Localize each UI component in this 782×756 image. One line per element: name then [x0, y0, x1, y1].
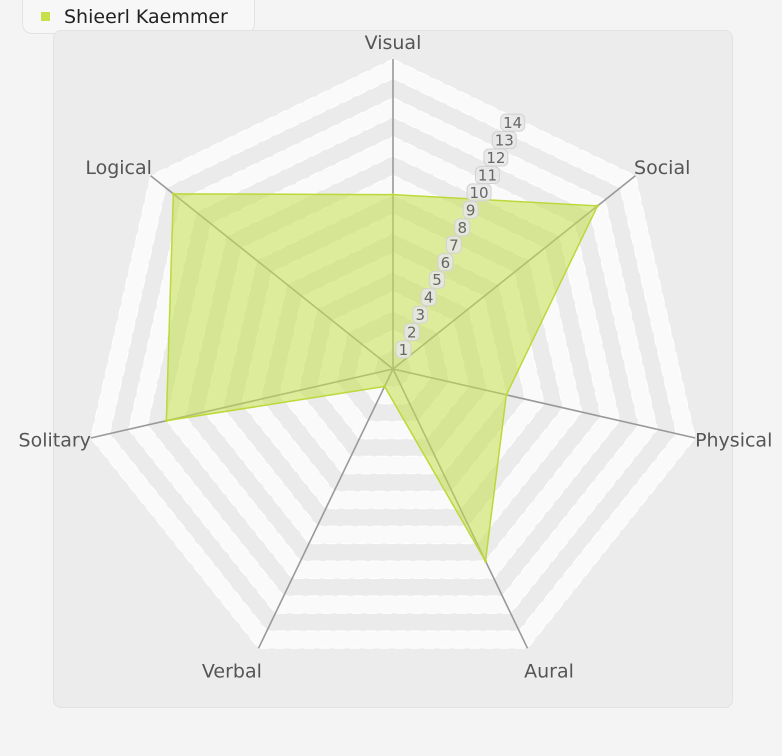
legend[interactable]: Shieerl Kaemmer	[22, 0, 255, 34]
series-area	[165, 193, 599, 564]
scale-label-bg	[500, 113, 526, 132]
scale-label: 4	[424, 289, 434, 307]
scale-label-bg	[483, 148, 509, 167]
data-point-visual	[391, 193, 395, 197]
legend-label: Shieerl Kaemmer	[64, 5, 228, 28]
scale-label-bg	[395, 340, 412, 359]
data-point-social	[595, 204, 599, 208]
axis-label-social: Social	[634, 157, 690, 179]
scale-label-bg	[491, 131, 517, 150]
axis-label-logical: Logical	[85, 157, 152, 179]
scale-label: 8	[457, 219, 467, 237]
axis-label-physical: Physical	[695, 429, 772, 451]
scale-label-bg	[445, 235, 462, 254]
axis-label-aural: Aural	[524, 661, 574, 683]
legend-swatch	[41, 12, 50, 21]
scale-label: 12	[486, 149, 505, 167]
scale-label-bg	[462, 200, 479, 219]
scale-label: 2	[407, 324, 417, 342]
scale-label-bg	[437, 253, 454, 272]
scale-label: 1	[399, 341, 409, 359]
scale-label-bg	[466, 183, 492, 202]
scale-label: 14	[503, 114, 522, 132]
scale-label-bg	[412, 305, 429, 324]
scale-label-bg	[474, 165, 500, 184]
axis-labels: Visual Social Physical Aural Verbal Solitary L…	[19, 32, 773, 683]
data-point-aural	[483, 559, 487, 563]
scale-label: 7	[449, 236, 459, 254]
scale-label: 11	[478, 166, 497, 184]
scale-label-bg	[403, 323, 420, 342]
scale-label: 3	[415, 306, 425, 324]
scale-label-bg	[429, 270, 446, 289]
axis-label-visual: Visual	[365, 32, 422, 54]
data-point-solitary	[164, 419, 168, 423]
scale-label: 13	[495, 132, 514, 150]
scale-label-bg	[454, 218, 471, 237]
scale-label-bg	[420, 288, 437, 307]
scale-label: 9	[466, 201, 476, 219]
data-point-logical	[171, 192, 175, 196]
scale-label: 10	[470, 184, 489, 202]
scale-label: 5	[432, 271, 442, 289]
data-point-physical	[504, 393, 508, 397]
axis-label-verbal: Verbal	[202, 661, 262, 683]
axis-line-verbal	[257, 368, 394, 649]
scale-label: 6	[441, 254, 451, 272]
axis-label-solitary: Solitary	[19, 429, 91, 451]
data-point-verbal	[383, 384, 387, 388]
